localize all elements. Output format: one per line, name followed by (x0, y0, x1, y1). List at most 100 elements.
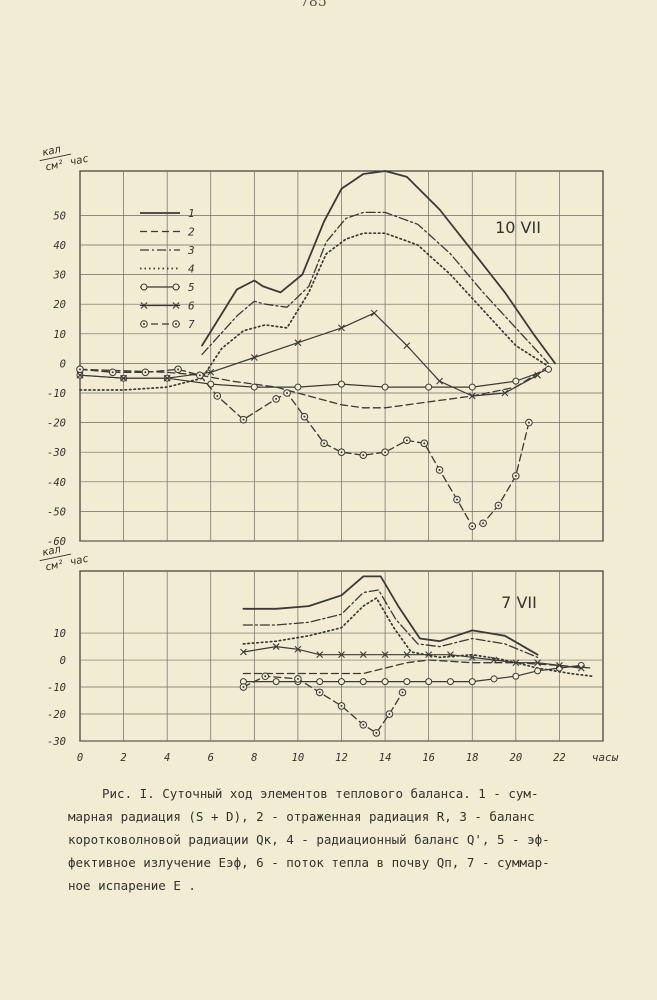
y-tick-label: 0 (60, 358, 66, 370)
y-axis-label-top: кал (41, 543, 62, 559)
series-point-6 (370, 309, 378, 317)
series-point-6 (447, 651, 454, 659)
y-tick-label: 20 (53, 299, 66, 311)
y-axis-label-top: кал (41, 143, 62, 159)
series-point-6 (316, 651, 324, 659)
y-tick-label: -30 (47, 736, 66, 748)
series-point-center-7 (384, 451, 387, 454)
series-point-5 (468, 678, 476, 686)
series-point-center-7 (79, 368, 81, 371)
legend-label-4: 4 (188, 263, 195, 276)
series-point-5 (381, 678, 389, 686)
series-point-6 (294, 645, 302, 653)
series-point-6 (338, 324, 345, 332)
series-line-1 (242, 575, 539, 656)
series-point-5 (359, 678, 367, 686)
series-point-5 (403, 678, 411, 686)
series-point-6 (534, 659, 542, 667)
y-tick-label: 10 (53, 628, 66, 640)
legend-label-6: 6 (188, 300, 195, 313)
series-point-5 (140, 283, 148, 291)
series-point-center-7 (340, 451, 343, 454)
series-point-5 (425, 383, 433, 391)
series-point-center-7 (144, 371, 147, 374)
caption-line: коротковолновой радиации Qк, 4 - радиаци… (68, 832, 550, 847)
series-point-6 (207, 368, 215, 376)
series-point-center-7 (143, 323, 145, 325)
series-point-6 (294, 339, 302, 347)
series-line-4 (242, 597, 593, 678)
series-point-6 (338, 651, 345, 659)
y-tick-label: 50 (53, 210, 66, 222)
series-point-6 (468, 392, 476, 400)
series-line-6 (242, 645, 582, 669)
y-tick-label: 30 (52, 270, 66, 282)
x-tick-label: 16 (422, 752, 435, 764)
series-point-center-7 (242, 418, 245, 421)
y-tick-label: -40 (47, 477, 66, 489)
series-point-6 (359, 651, 367, 659)
series-point-6 (468, 653, 476, 661)
caption-line: Рис. I. Суточный ход элементов теплового… (102, 786, 539, 801)
chart-date-title: 7 VII (501, 593, 537, 612)
y-axis-label-bar (39, 553, 72, 562)
series-point-5 (316, 678, 324, 686)
series-point-5 (381, 383, 389, 391)
series-point-center-7 (303, 415, 306, 418)
series-point-center-7 (423, 442, 426, 445)
series-line-1 (201, 170, 556, 365)
series-point-center-7 (471, 525, 474, 528)
series-line-2 (242, 659, 593, 675)
series-line-6 (79, 312, 539, 397)
series-point-5 (338, 678, 345, 686)
series-point-center-7 (286, 392, 289, 394)
y-tick-label: -10 (47, 682, 66, 694)
x-tick-label: 10 (292, 752, 305, 764)
series-point-5 (545, 365, 553, 373)
y-tick-label: -50 (47, 506, 66, 518)
x-axis-label: часы (592, 751, 619, 764)
series-point-center-7 (482, 522, 485, 525)
series-point-6 (425, 651, 433, 659)
series-point-6 (577, 664, 585, 672)
y-tick-label: -10 (47, 388, 66, 400)
series-point-6 (403, 342, 411, 350)
series-point-6 (76, 371, 84, 379)
series-point-6 (140, 302, 148, 309)
series-point-5 (425, 678, 433, 686)
series-point-6 (556, 662, 563, 669)
series-point-center-7 (497, 504, 500, 507)
series-point-5 (534, 667, 542, 675)
series-point-center-7 (323, 442, 326, 445)
y-tick-label: 0 (60, 655, 66, 667)
series-point-5 (446, 678, 454, 686)
series-point-5 (512, 377, 520, 385)
series-point-center-7 (175, 323, 177, 325)
y-axis-label-bar (39, 153, 72, 162)
series-point-6 (512, 659, 520, 667)
caption-line: марная радиация (S + D), 2 - отраженная … (68, 809, 535, 824)
figure-caption: Рис. I. Суточный ход элементов теплового… (68, 782, 608, 897)
x-tick-label: 0 (77, 752, 83, 764)
series-point-6 (436, 377, 443, 385)
x-tick-label: 8 (251, 752, 257, 764)
series-point-center-7 (111, 371, 114, 374)
y-tick-label: 40 (53, 240, 66, 252)
series-point-6 (403, 651, 411, 659)
series-point-center-7 (438, 468, 441, 471)
series-line-3 (242, 589, 539, 658)
series-point-5 (490, 675, 498, 683)
y-tick-label: -30 (47, 447, 66, 459)
series-line-5 (242, 664, 582, 683)
legend-label-3: 3 (187, 244, 195, 257)
series-point-center-7 (362, 454, 365, 457)
series-point-center-7 (216, 394, 219, 397)
series-point-center-7 (388, 713, 391, 716)
series-point-6 (240, 648, 247, 656)
series-point-center-7 (177, 368, 180, 371)
series-line-7 (242, 675, 404, 734)
series-point-6 (250, 354, 258, 361)
x-tick-label: 14 (379, 752, 392, 764)
